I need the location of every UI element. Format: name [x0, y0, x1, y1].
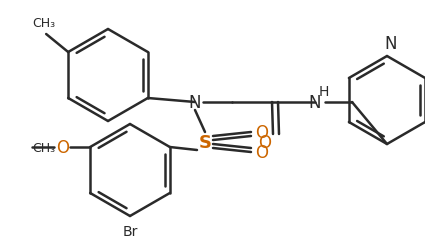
Text: O: O — [255, 144, 268, 161]
Text: CH₃: CH₃ — [33, 17, 56, 30]
Text: H: H — [319, 85, 329, 98]
Text: N: N — [385, 35, 397, 53]
Text: O: O — [258, 134, 272, 152]
Text: S: S — [198, 134, 212, 152]
Text: O: O — [56, 138, 69, 156]
Text: CH₃: CH₃ — [32, 141, 55, 154]
Text: Br: Br — [122, 224, 138, 238]
Text: N: N — [189, 94, 201, 112]
Text: N: N — [309, 94, 321, 112]
Text: O: O — [255, 124, 268, 142]
